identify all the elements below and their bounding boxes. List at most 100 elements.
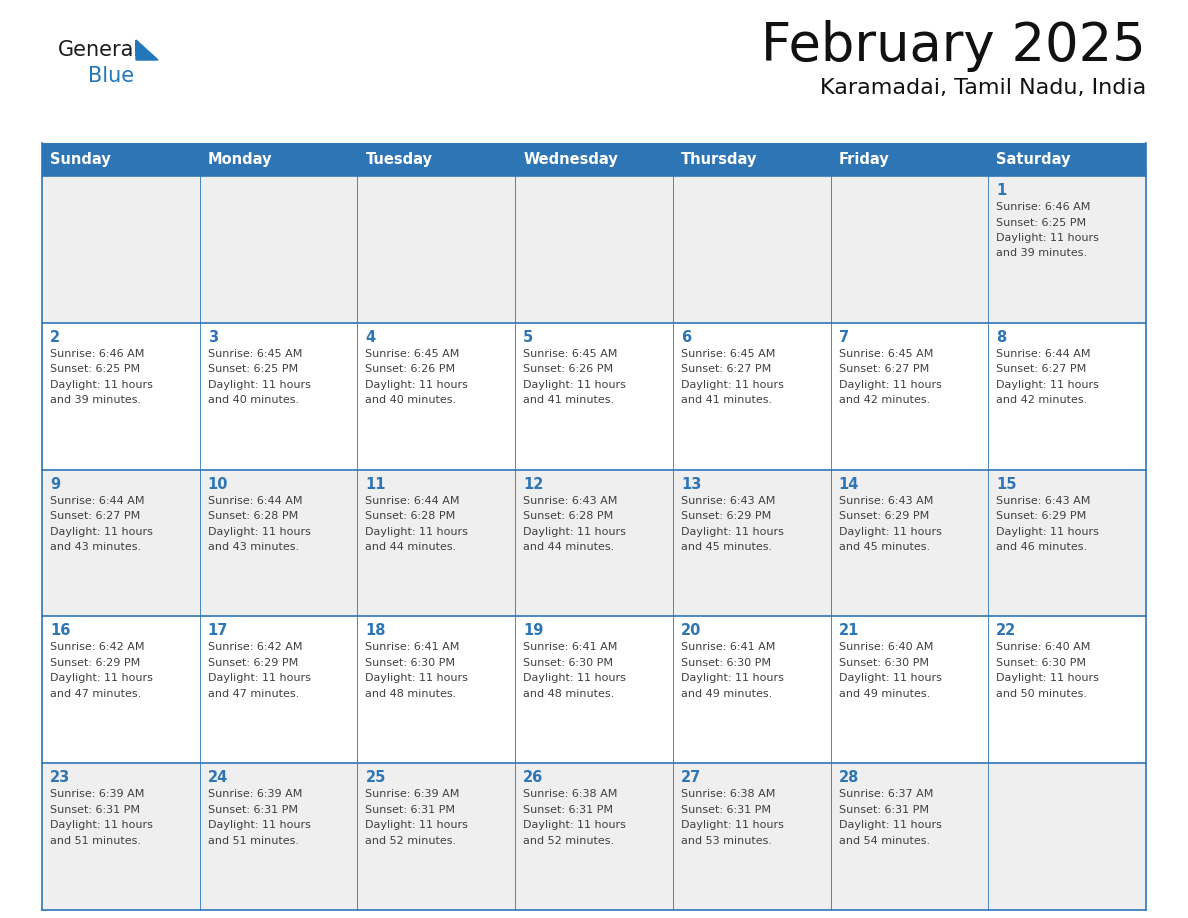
Text: Sunrise: 6:44 AM: Sunrise: 6:44 AM [208,496,302,506]
Text: Daylight: 11 hours: Daylight: 11 hours [208,380,310,390]
Text: Daylight: 11 hours: Daylight: 11 hours [50,527,153,537]
Text: Sunset: 6:31 PM: Sunset: 6:31 PM [523,805,613,814]
Text: Sunset: 6:25 PM: Sunset: 6:25 PM [50,364,140,375]
Text: Sunrise: 6:43 AM: Sunrise: 6:43 AM [839,496,933,506]
Text: 12: 12 [523,476,544,492]
Text: and 49 minutes.: and 49 minutes. [839,688,930,699]
Text: 11: 11 [366,476,386,492]
Text: Sunrise: 6:38 AM: Sunrise: 6:38 AM [523,789,618,800]
Text: and 47 minutes.: and 47 minutes. [208,688,299,699]
Text: and 41 minutes.: and 41 minutes. [681,396,772,406]
Text: 13: 13 [681,476,701,492]
Text: and 40 minutes.: and 40 minutes. [208,396,299,406]
Text: Sunrise: 6:45 AM: Sunrise: 6:45 AM [208,349,302,359]
Text: 16: 16 [50,623,70,638]
Text: 14: 14 [839,476,859,492]
Text: 9: 9 [50,476,61,492]
Text: Sunset: 6:28 PM: Sunset: 6:28 PM [523,511,613,521]
Text: Sunset: 6:31 PM: Sunset: 6:31 PM [839,805,929,814]
Text: Tuesday: Tuesday [366,152,432,167]
Text: Daylight: 11 hours: Daylight: 11 hours [50,674,153,683]
Text: 10: 10 [208,476,228,492]
Bar [42,143,1146,176]
Text: Daylight: 11 hours: Daylight: 11 hours [208,527,310,537]
Text: Daylight: 11 hours: Daylight: 11 hours [839,820,941,830]
Text: Daylight: 11 hours: Daylight: 11 hours [681,820,784,830]
Text: Sunset: 6:31 PM: Sunset: 6:31 PM [50,805,140,814]
Text: 15: 15 [997,476,1017,492]
Text: and 54 minutes.: and 54 minutes. [839,835,930,845]
Text: 4: 4 [366,330,375,345]
Text: Sunset: 6:30 PM: Sunset: 6:30 PM [839,658,929,668]
Text: and 52 minutes.: and 52 minutes. [523,835,614,845]
Text: Sunset: 6:31 PM: Sunset: 6:31 PM [366,805,455,814]
Text: and 48 minutes.: and 48 minutes. [366,688,456,699]
Text: Sunrise: 6:45 AM: Sunrise: 6:45 AM [366,349,460,359]
Text: and 48 minutes.: and 48 minutes. [523,688,614,699]
Text: February 2025: February 2025 [762,20,1146,72]
Text: and 51 minutes.: and 51 minutes. [50,835,141,845]
Text: 28: 28 [839,770,859,785]
Text: Sunrise: 6:44 AM: Sunrise: 6:44 AM [366,496,460,506]
Text: and 45 minutes.: and 45 minutes. [839,543,930,552]
Text: Daylight: 11 hours: Daylight: 11 hours [523,527,626,537]
Text: Sunrise: 6:42 AM: Sunrise: 6:42 AM [50,643,145,653]
Text: Sunset: 6:29 PM: Sunset: 6:29 PM [50,658,140,668]
Text: 22: 22 [997,623,1017,638]
Text: Sunrise: 6:45 AM: Sunrise: 6:45 AM [681,349,776,359]
Bar [42,470,1146,616]
Polygon shape [135,40,158,60]
Text: Sunset: 6:30 PM: Sunset: 6:30 PM [366,658,455,668]
Text: Daylight: 11 hours: Daylight: 11 hours [366,527,468,537]
Text: Sunrise: 6:43 AM: Sunrise: 6:43 AM [523,496,618,506]
Text: Daylight: 11 hours: Daylight: 11 hours [366,380,468,390]
Text: and 45 minutes.: and 45 minutes. [681,543,772,552]
Text: Saturday: Saturday [997,152,1070,167]
Text: Sunset: 6:27 PM: Sunset: 6:27 PM [839,364,929,375]
Text: Daylight: 11 hours: Daylight: 11 hours [681,380,784,390]
Text: 20: 20 [681,623,701,638]
Text: and 43 minutes.: and 43 minutes. [208,543,299,552]
Text: 17: 17 [208,623,228,638]
Bar [42,616,1146,763]
Text: 25: 25 [366,770,386,785]
Text: Daylight: 11 hours: Daylight: 11 hours [839,527,941,537]
Text: Sunset: 6:28 PM: Sunset: 6:28 PM [208,511,298,521]
Text: 18: 18 [366,623,386,638]
Text: Daylight: 11 hours: Daylight: 11 hours [366,674,468,683]
Text: and 44 minutes.: and 44 minutes. [523,543,614,552]
Text: Sunset: 6:25 PM: Sunset: 6:25 PM [208,364,298,375]
Text: Sunrise: 6:41 AM: Sunrise: 6:41 AM [681,643,776,653]
Text: 2: 2 [50,330,61,345]
Text: Daylight: 11 hours: Daylight: 11 hours [208,820,310,830]
Text: Thursday: Thursday [681,152,757,167]
Text: Sunset: 6:29 PM: Sunset: 6:29 PM [208,658,298,668]
Text: Daylight: 11 hours: Daylight: 11 hours [997,674,1099,683]
Text: 8: 8 [997,330,1006,345]
Text: 1: 1 [997,183,1006,198]
Text: Sunset: 6:31 PM: Sunset: 6:31 PM [208,805,298,814]
Text: Sunrise: 6:43 AM: Sunrise: 6:43 AM [997,496,1091,506]
Text: Sunrise: 6:40 AM: Sunrise: 6:40 AM [997,643,1091,653]
Text: Sunrise: 6:39 AM: Sunrise: 6:39 AM [208,789,302,800]
Text: Daylight: 11 hours: Daylight: 11 hours [681,674,784,683]
Text: Sunrise: 6:40 AM: Sunrise: 6:40 AM [839,643,933,653]
Text: Monday: Monday [208,152,272,167]
Text: Sunrise: 6:45 AM: Sunrise: 6:45 AM [839,349,933,359]
Text: Sunrise: 6:37 AM: Sunrise: 6:37 AM [839,789,933,800]
Text: 3: 3 [208,330,217,345]
Text: Sunrise: 6:38 AM: Sunrise: 6:38 AM [681,789,776,800]
Text: Sunrise: 6:41 AM: Sunrise: 6:41 AM [366,643,460,653]
Text: Sunrise: 6:46 AM: Sunrise: 6:46 AM [997,202,1091,212]
Text: Sunset: 6:31 PM: Sunset: 6:31 PM [681,805,771,814]
Text: and 42 minutes.: and 42 minutes. [997,396,1087,406]
Text: and 47 minutes.: and 47 minutes. [50,688,141,699]
Text: and 49 minutes.: and 49 minutes. [681,688,772,699]
Text: Sunset: 6:26 PM: Sunset: 6:26 PM [366,364,455,375]
Text: Sunrise: 6:39 AM: Sunrise: 6:39 AM [50,789,145,800]
Text: and 40 minutes.: and 40 minutes. [366,396,456,406]
Text: Daylight: 11 hours: Daylight: 11 hours [50,820,153,830]
Text: Daylight: 11 hours: Daylight: 11 hours [208,674,310,683]
Text: and 42 minutes.: and 42 minutes. [839,396,930,406]
Text: Daylight: 11 hours: Daylight: 11 hours [839,380,941,390]
